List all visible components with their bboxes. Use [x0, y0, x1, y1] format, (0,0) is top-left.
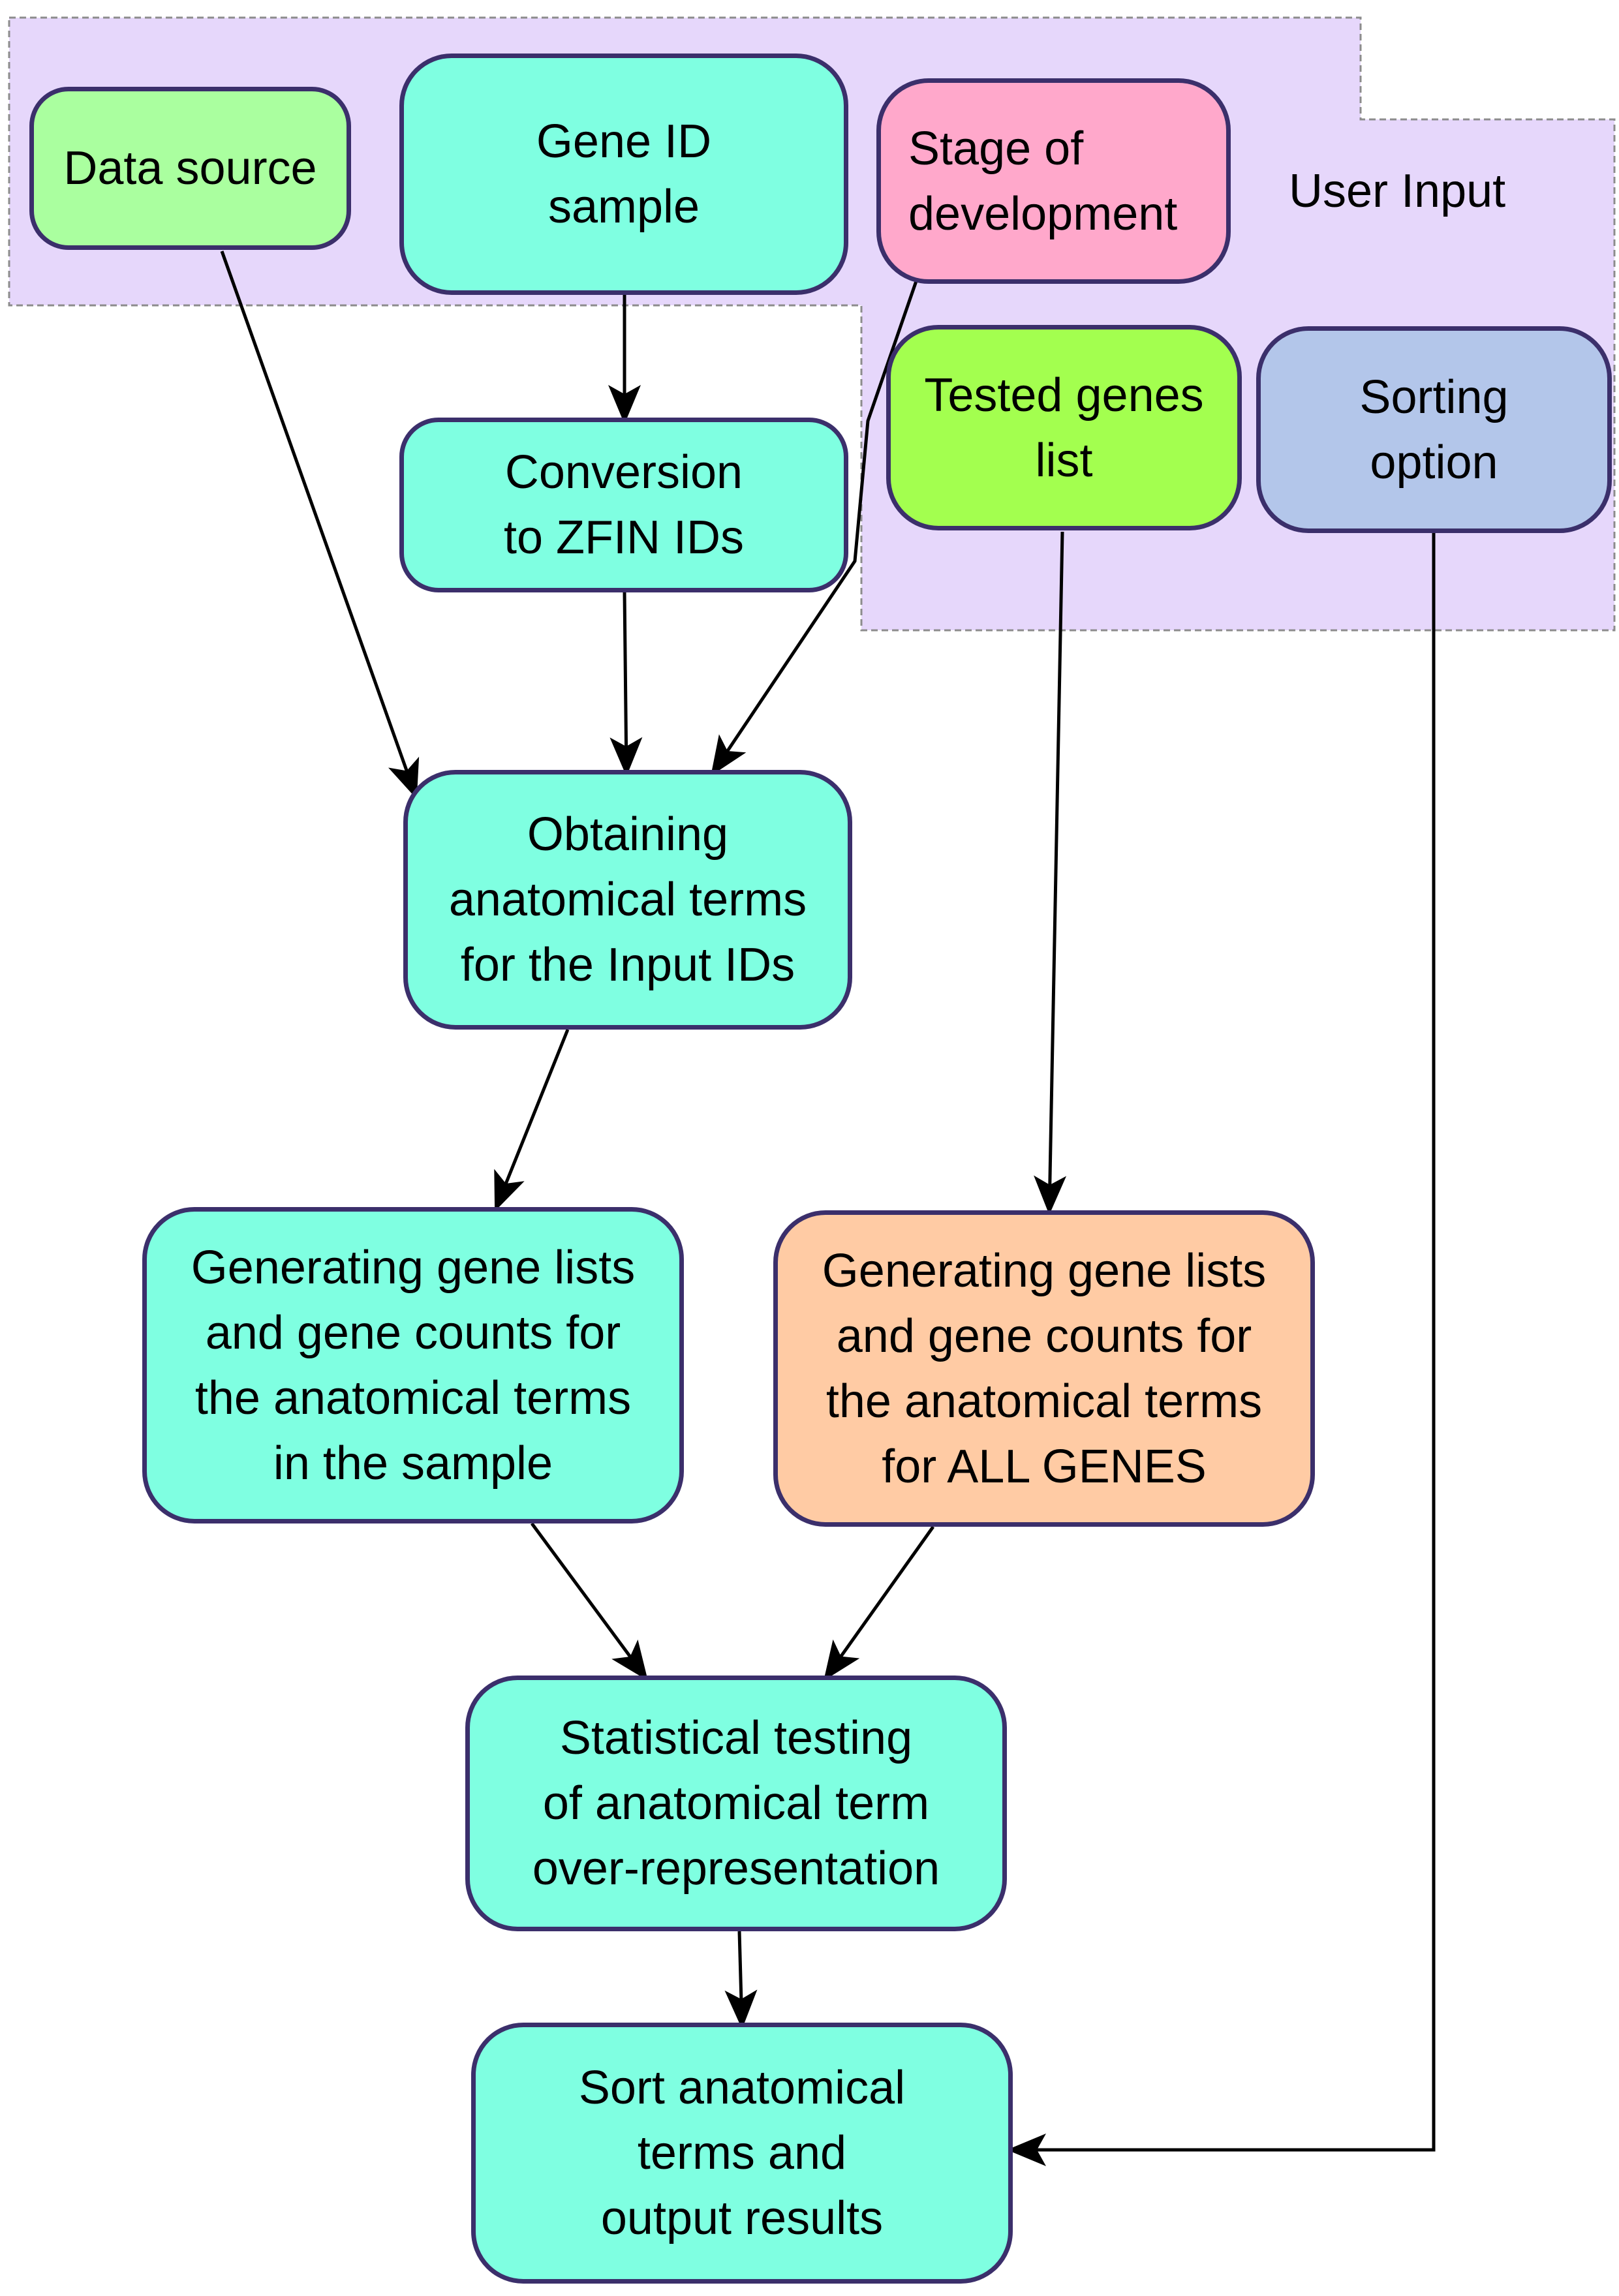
arrow-gen-sample-to-stat	[530, 1522, 648, 1681]
gen-sample-node: Generating gene lists and gene counts fo…	[142, 1207, 684, 1523]
arrow-data-source-to-obtaining	[220, 251, 420, 799]
tested-genes-list-label: Tested genes list	[924, 369, 1204, 487]
arrow-tested-to-gen-all	[1034, 531, 1067, 1215]
sort-output-label: Sort anatomical terms and output results	[578, 2062, 906, 2244]
arrow-obtaining-to-gen-sample	[494, 1029, 570, 1212]
gen-sample-label: Generating gene lists and gene counts fo…	[191, 1241, 636, 1490]
statistical-testing-node: Statistical testing of anatomical term o…	[465, 1676, 1007, 1931]
gene-id-sample-label: Gene ID sample	[536, 115, 712, 233]
arrow-conversion-to-obtaining	[609, 592, 643, 776]
gen-all-node: Generating gene lists and gene counts fo…	[773, 1210, 1315, 1527]
data-source-label: Data source	[63, 142, 317, 194]
sort-output-node: Sort anatomical terms and output results	[471, 2023, 1013, 2284]
tested-genes-list-node: Tested genes list	[886, 325, 1242, 530]
conversion-zfin-label: Conversion to ZFIN IDs	[503, 446, 744, 564]
sorting-option-label: Sorting option	[1359, 371, 1509, 489]
sorting-option-node: Sorting option	[1256, 326, 1612, 533]
arrow-gen-all-to-stat	[824, 1525, 935, 1681]
arrow-sorting-to-sort	[1007, 532, 1436, 2166]
gen-all-label: Generating gene lists and gene counts fo…	[822, 1244, 1267, 1493]
obtaining-terms-label: Obtaining anatomical terms for the Input…	[448, 808, 807, 991]
arrow-stat-to-sort	[724, 1931, 758, 2029]
stage-of-development-label: Stage of development	[908, 122, 1178, 240]
obtaining-terms-node: Obtaining anatomical terms for the Input…	[403, 770, 852, 1030]
arrow-stage-to-obtaining	[711, 279, 919, 776]
conversion-zfin-node: Conversion to ZFIN IDs	[399, 418, 848, 592]
gene-id-sample-node: Gene ID sample	[399, 54, 848, 295]
stage-of-development-node: Stage of development	[876, 78, 1231, 284]
data-source-node: Data source	[29, 87, 351, 250]
user-input-label: User Input	[1289, 165, 1506, 217]
statistical-testing-label: Statistical testing of anatomical term o…	[532, 1712, 940, 1895]
